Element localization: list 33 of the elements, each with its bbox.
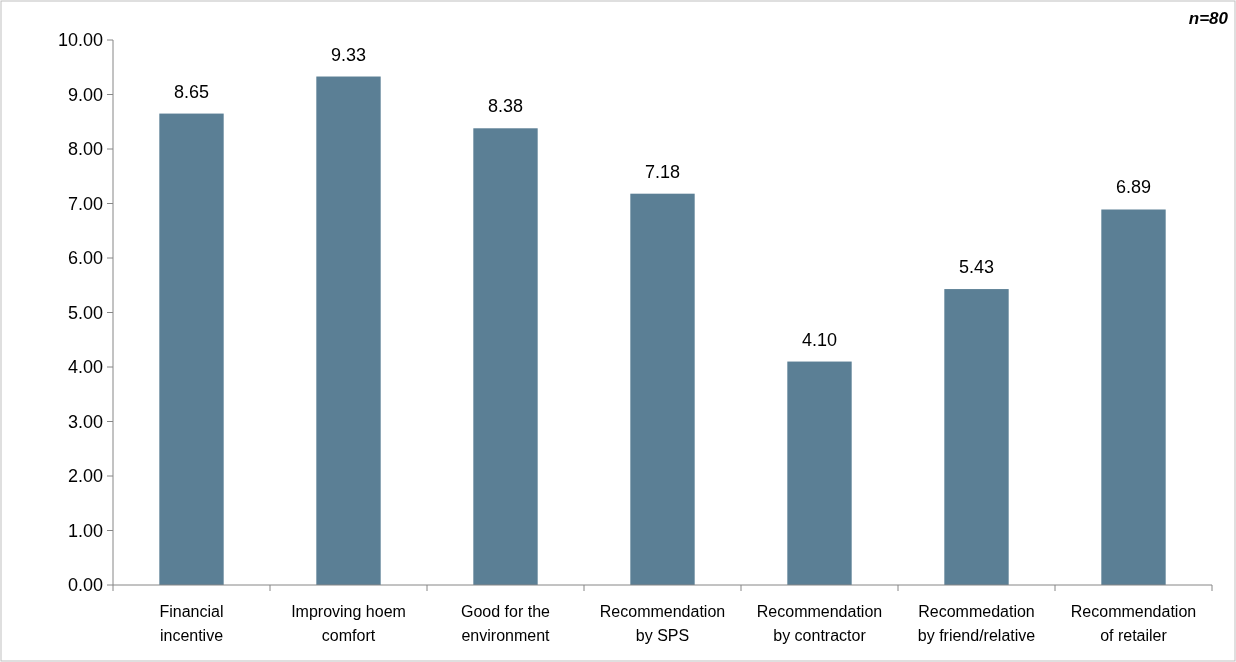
data-label: 8.38 (487, 96, 524, 117)
data-label: 6.89 (1115, 177, 1152, 198)
x-tick-label: Recommendation of retailer (1070, 603, 1197, 644)
y-tick-label: 8.00 (67, 139, 103, 160)
bar (473, 128, 538, 585)
bar (1101, 209, 1166, 585)
data-label: 4.10 (801, 329, 838, 350)
bar (316, 76, 381, 585)
x-tick-label: Recommendation by contractor (756, 603, 883, 644)
y-tick-label: 6.00 (67, 248, 103, 269)
y-tick-label: 3.00 (67, 411, 103, 432)
x-tick-label: Financial incentive (159, 603, 224, 644)
text: n=80 (1188, 9, 1229, 28)
bar (630, 193, 695, 585)
y-tick-label: 5.00 (67, 302, 103, 323)
y-tick-label: 10.00 (57, 30, 103, 51)
bar (944, 289, 1009, 585)
y-tick-label: 9.00 (67, 84, 103, 105)
y-tick-label: 0.00 (67, 575, 103, 596)
data-label: 8.65 (173, 81, 210, 102)
data-label: 7.18 (644, 161, 681, 182)
data-label: 9.33 (330, 44, 367, 65)
data-label: 5.43 (958, 257, 995, 278)
y-tick-label: 4.00 (67, 357, 103, 378)
x-tick-label: Recommendation by SPS (599, 603, 726, 644)
bar (787, 361, 852, 585)
y-tick-label: 2.00 (67, 466, 103, 487)
y-tick-label: 1.00 (67, 520, 103, 541)
bar (159, 113, 224, 585)
x-tick-label: Recommedation by friend/relative (917, 603, 1036, 644)
y-tick-label: 7.00 (67, 193, 103, 214)
x-tick-label: Good for the environment (461, 603, 551, 644)
x-tick-label: Improving hoem comfort (291, 603, 406, 644)
